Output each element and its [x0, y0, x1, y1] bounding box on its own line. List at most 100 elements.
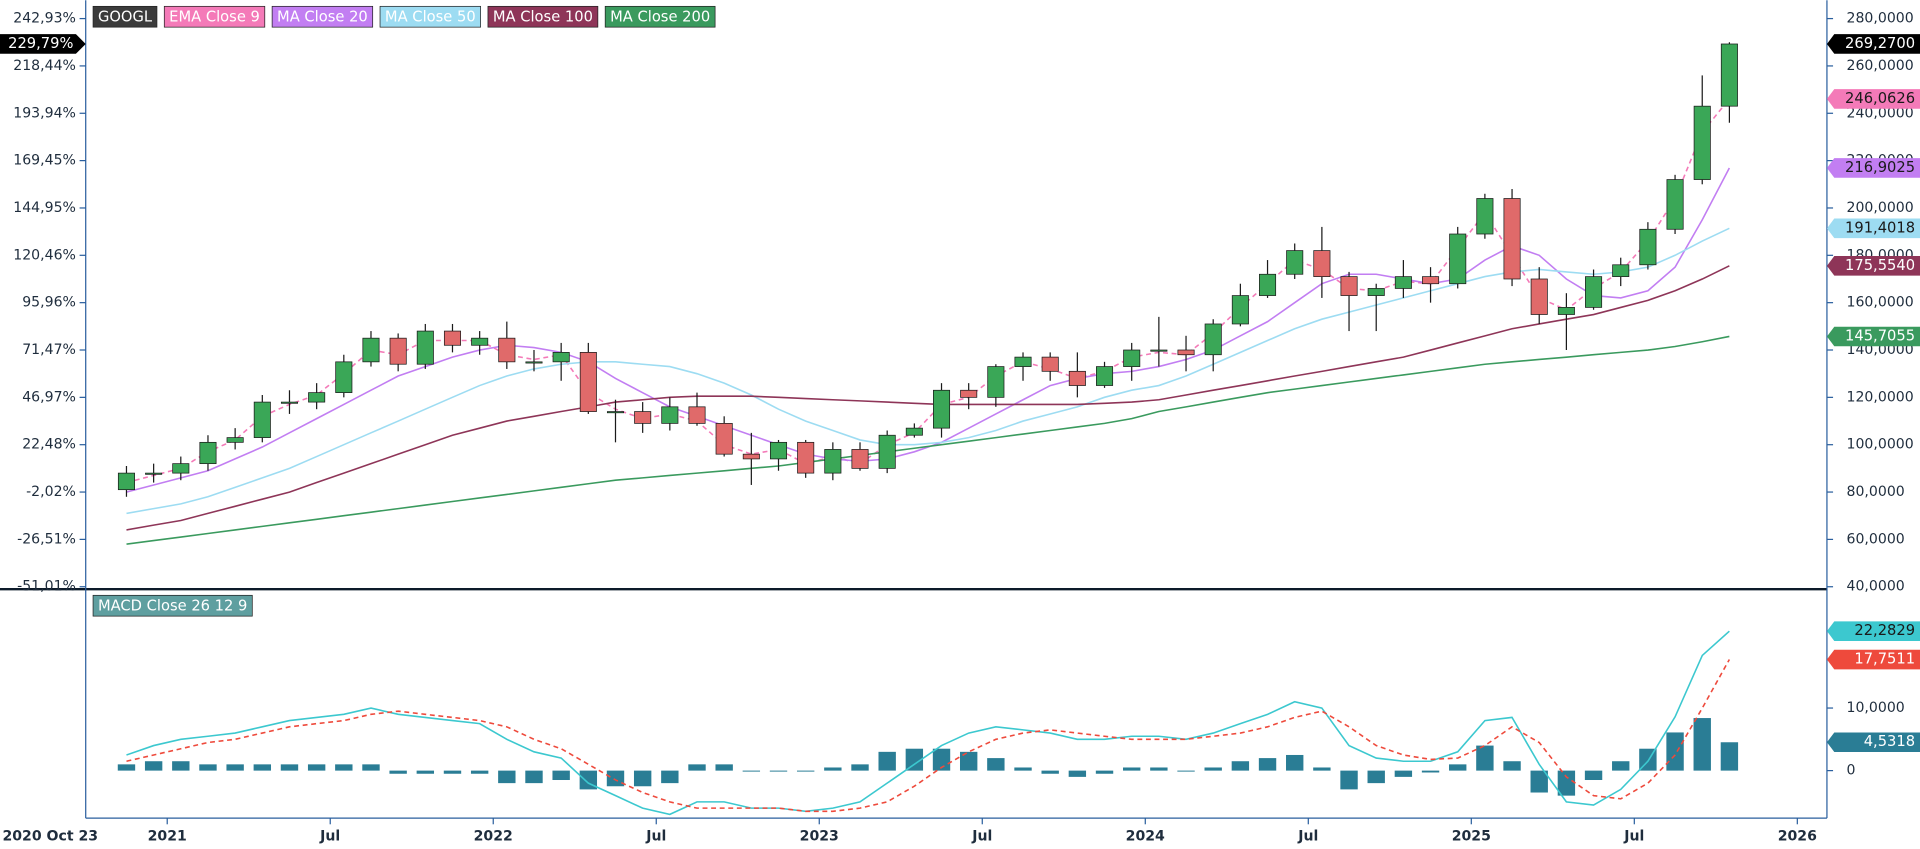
candle-body — [1150, 349, 1168, 352]
pct-tick-label: 193,94% — [13, 105, 76, 121]
candle-body — [1096, 366, 1114, 386]
value-tag — [1826, 732, 1920, 753]
histogram-bar — [1666, 732, 1684, 771]
value-tag-text: 17,7511 — [1854, 651, 1915, 668]
x-tick-label: 2023 — [800, 829, 839, 845]
histogram-bar — [1530, 770, 1548, 793]
histogram-bar — [253, 764, 272, 771]
histogram-bar — [443, 770, 462, 774]
legend-entry-bg — [163, 5, 266, 28]
pct-tick-label: -26,51% — [17, 531, 76, 547]
legend-entry-bg — [487, 5, 599, 28]
value-tag-text: 22,2829 — [1854, 622, 1915, 639]
histogram-bar — [470, 770, 489, 774]
candle-body — [1476, 198, 1494, 235]
series-line — [126, 630, 1730, 816]
value-tag — [1826, 621, 1920, 641]
y-tick-label: 260,0000 — [1847, 58, 1914, 74]
pct-tick-label: 95,96% — [22, 295, 76, 311]
histogram-bar — [552, 770, 570, 781]
value-tag-text: 246,0626 — [1845, 90, 1915, 107]
legend-entry: MA Close 200 — [610, 8, 710, 25]
series-line — [126, 265, 1730, 531]
pct-tick-label: 120,46% — [13, 247, 76, 263]
histogram-bar — [498, 770, 516, 784]
candle-body — [634, 411, 652, 424]
histogram-bar — [1557, 770, 1576, 796]
candle-body — [688, 406, 706, 424]
value-tag-text: 216,9025 — [1845, 159, 1915, 176]
candle-body — [1639, 228, 1657, 266]
histogram-bar — [144, 761, 163, 771]
histogram-bar — [525, 770, 543, 784]
x-tick-label: 2026 — [1778, 829, 1817, 845]
histogram-bar — [932, 748, 951, 771]
legend-entry-bg — [604, 5, 716, 28]
histogram-bar — [172, 761, 190, 771]
candle-body — [1286, 250, 1304, 275]
x-tick-label: 2025 — [1452, 829, 1491, 845]
candle-body — [443, 330, 462, 346]
histogram-bar — [1286, 754, 1304, 771]
y-tick-label: 40,0000 — [1847, 579, 1905, 595]
x-tick-label: 2022 — [474, 829, 513, 845]
histogram-bar — [742, 770, 761, 772]
histogram-bar — [1095, 770, 1114, 774]
histogram-bar — [878, 751, 896, 771]
legend-entry: EMA Close 9 — [169, 8, 260, 25]
candle-body — [1530, 278, 1548, 315]
y-tick-label: 120,0000 — [1847, 389, 1914, 405]
histogram-bar — [987, 758, 1005, 771]
histogram-bar — [1476, 745, 1494, 771]
histogram-bar — [389, 770, 407, 774]
histogram-bar — [796, 770, 815, 772]
value-tag — [1826, 89, 1920, 109]
candle-body — [1259, 273, 1277, 296]
value-tag — [1826, 34, 1920, 54]
histogram-bar — [1693, 718, 1711, 771]
pct-tick-label: -51,01% — [17, 579, 76, 595]
pct-tick-label: 169,45% — [13, 153, 76, 169]
pct-tick-label: -2,02% — [26, 484, 76, 500]
pct-tag — [0, 34, 86, 54]
histogram-bar — [1584, 770, 1603, 781]
candle-body — [1585, 276, 1603, 308]
candle-body — [1666, 179, 1684, 230]
value-tag-text: 269,2700 — [1845, 35, 1915, 52]
x-tick-label: Jul — [971, 829, 992, 845]
pane-title-bg — [92, 594, 253, 617]
pane-title: MACD Close 26 12 9 — [98, 597, 247, 614]
histogram-bar — [1258, 758, 1277, 771]
candle-body — [1177, 349, 1195, 356]
candle-body — [1068, 370, 1086, 386]
candle-body — [172, 463, 190, 474]
pct-tick-label: 242,93% — [13, 11, 76, 27]
histogram-bar — [824, 767, 842, 771]
histogram-bar — [688, 764, 706, 771]
legend-entry: MA Close 50 — [385, 8, 476, 25]
histogram-bar — [416, 770, 435, 774]
histogram-bar — [1367, 770, 1385, 784]
histogram-bar — [851, 764, 869, 771]
candle-body — [389, 337, 407, 365]
histogram-bar — [226, 764, 244, 771]
candle-body — [1041, 356, 1059, 372]
candle-body — [987, 366, 1005, 398]
x-start-label: 2020 Oct 23 — [2, 829, 98, 845]
candle-body — [1367, 288, 1385, 296]
candle-body — [797, 441, 815, 474]
histogram-bar — [905, 748, 924, 771]
candle-body — [769, 441, 788, 460]
value-tag-text: 145,7055 — [1845, 328, 1915, 345]
histogram-bar — [1612, 761, 1630, 771]
histogram-bar — [199, 764, 217, 771]
x-tick-label: 2021 — [148, 829, 187, 845]
candle-body — [145, 472, 163, 475]
histogram-bar — [606, 770, 625, 787]
candle-body — [1422, 276, 1440, 285]
candle-body — [552, 352, 570, 363]
candle-body — [960, 389, 978, 398]
histogram-bar — [1720, 742, 1739, 771]
